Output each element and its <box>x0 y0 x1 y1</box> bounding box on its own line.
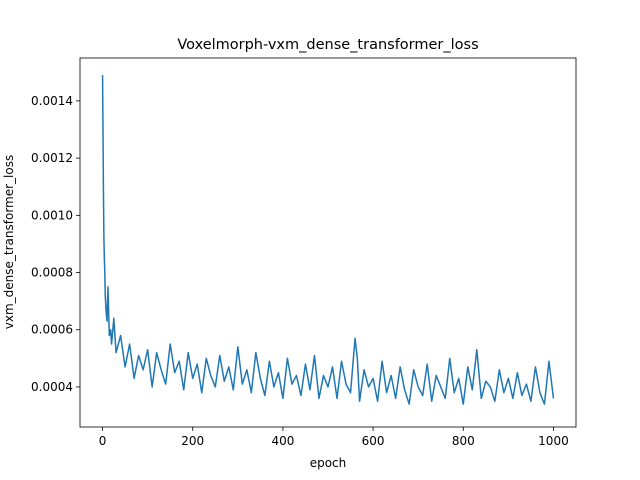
x-tick-label: 800 <box>452 434 475 448</box>
y-tick-label: 0.0006 <box>31 323 73 337</box>
chart-title: Voxelmorph-vxm_dense_transformer_loss <box>177 37 478 53</box>
x-axis: 0 200 400 600 800 1000 <box>99 427 569 448</box>
x-tick-label: 200 <box>181 434 204 448</box>
y-axis-label: vxm_dense_transformer_loss <box>2 155 16 329</box>
y-tick-label: 0.0010 <box>31 208 73 222</box>
x-axis-label: epoch <box>310 456 347 470</box>
x-tick-label: 0 <box>99 434 107 448</box>
y-tick-label: 0.0012 <box>31 151 73 165</box>
x-tick-label: 600 <box>362 434 385 448</box>
y-tick-label: 0.0014 <box>31 94 73 108</box>
y-tick-label: 0.0008 <box>31 266 73 280</box>
x-tick-label: 400 <box>271 434 294 448</box>
series-layer <box>101 75 555 405</box>
y-axis: 0.0004 0.0006 0.0008 0.0010 0.0012 0.0014 <box>31 94 80 394</box>
x-tick-label: 1000 <box>538 434 569 448</box>
plot-frame <box>79 57 577 428</box>
y-tick-label: 0.0004 <box>31 380 73 394</box>
series-line-0 <box>101 75 555 405</box>
